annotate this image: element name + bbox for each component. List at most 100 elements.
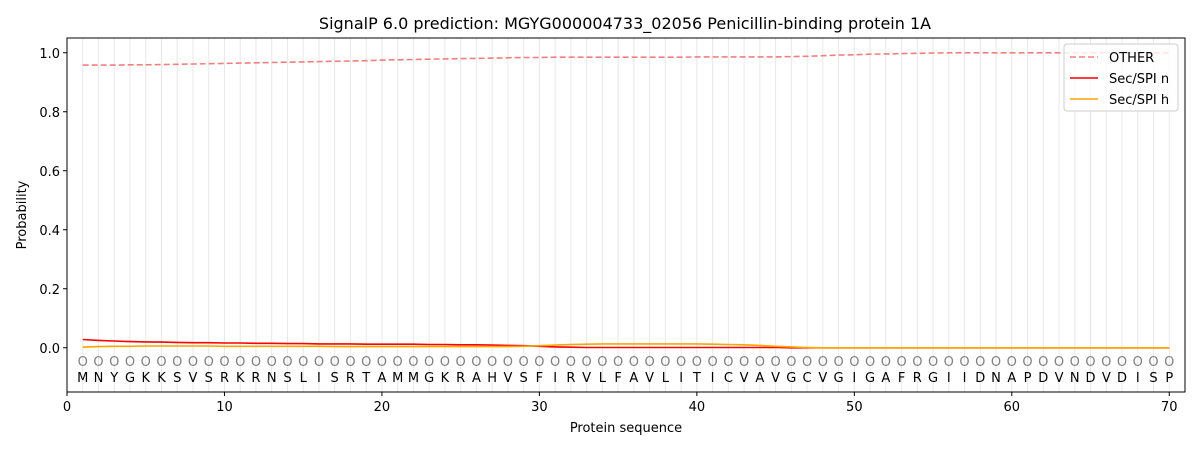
- x-tick-label: 20: [374, 400, 391, 415]
- residue-label: M: [392, 371, 403, 386]
- residue-label: V: [582, 371, 591, 386]
- residue-label: G: [928, 371, 938, 386]
- legend-label: Sec/SPI n: [1109, 72, 1169, 87]
- residue-label: A: [881, 371, 890, 386]
- residue-label: A: [1007, 371, 1016, 386]
- region-label: O: [1117, 355, 1127, 370]
- residue-label: I: [1136, 371, 1140, 386]
- residue-label: G: [125, 371, 135, 386]
- region-label: O: [314, 355, 324, 370]
- residue-label: G: [865, 371, 875, 386]
- residue-label: R: [346, 371, 355, 386]
- region-label: O: [235, 355, 245, 370]
- region-label: O: [833, 355, 843, 370]
- region-label: O: [282, 355, 292, 370]
- region-label: O: [723, 355, 733, 370]
- region-label: O: [1022, 355, 1032, 370]
- residue-label: R: [913, 371, 922, 386]
- residue-label: I: [963, 371, 967, 386]
- x-tick-label: 60: [1004, 400, 1021, 415]
- region-label: O: [928, 355, 938, 370]
- region-label: O: [125, 355, 135, 370]
- region-label: O: [944, 355, 954, 370]
- residue-label: M: [408, 371, 419, 386]
- residue-label: A: [755, 371, 764, 386]
- region-label: O: [786, 355, 796, 370]
- region-label: O: [267, 355, 277, 370]
- x-tick-label: 50: [846, 400, 863, 415]
- region-label: O: [707, 355, 717, 370]
- residue-label: G: [834, 371, 844, 386]
- x-tick-label: 30: [531, 400, 548, 415]
- region-label: O: [660, 355, 670, 370]
- residue-label: S: [520, 371, 528, 386]
- residue-label: L: [599, 371, 607, 386]
- region-label: O: [345, 355, 355, 370]
- residue-label: A: [629, 371, 638, 386]
- region-label: O: [597, 355, 607, 370]
- region-label: O: [188, 355, 198, 370]
- residue-label: F: [536, 371, 543, 386]
- residue-label: Y: [109, 371, 118, 386]
- legend-label: OTHER: [1109, 51, 1154, 66]
- residue-label: I: [852, 371, 856, 386]
- residue-label: V: [1102, 371, 1111, 386]
- region-label: O: [1070, 355, 1080, 370]
- region-label: O: [1054, 355, 1064, 370]
- residue-label: N: [1070, 371, 1080, 386]
- region-label: O: [818, 355, 828, 370]
- y-tick-label: 0.8: [39, 106, 60, 121]
- residue-label: D: [1038, 371, 1048, 386]
- residue-label: I: [711, 371, 715, 386]
- region-label: O: [755, 355, 765, 370]
- residue-label: C: [803, 371, 812, 386]
- region-label: O: [1007, 355, 1017, 370]
- residue-label: R: [220, 371, 229, 386]
- residue-label: L: [662, 371, 670, 386]
- residue-label: V: [645, 371, 654, 386]
- residue-label: C: [724, 371, 733, 386]
- region-label: O: [471, 355, 481, 370]
- residue-label: L: [300, 371, 308, 386]
- residue-label: V: [818, 371, 827, 386]
- residue-label: R: [251, 371, 260, 386]
- residue-label: N: [991, 371, 1001, 386]
- residue-label: S: [283, 371, 291, 386]
- plot-frame: [66, 37, 1186, 393]
- region-label: O: [849, 355, 859, 370]
- region-label: O: [739, 355, 749, 370]
- residue-label: P: [1165, 371, 1173, 386]
- residue-label: T: [692, 371, 701, 386]
- region-label: O: [487, 355, 497, 370]
- residue-label: V: [771, 371, 780, 386]
- x-axis-label: Protein sequence: [570, 421, 682, 436]
- legend-label: Sec/SPI h: [1109, 93, 1169, 108]
- region-label: O: [865, 355, 875, 370]
- x-tick-label: 40: [689, 400, 706, 415]
- region-label: O: [251, 355, 261, 370]
- region-label: O: [881, 355, 891, 370]
- region-label: O: [534, 355, 544, 370]
- region-label: O: [393, 355, 403, 370]
- y-tick-label: 0.4: [39, 224, 60, 239]
- region-label: O: [156, 355, 166, 370]
- residue-label: G: [786, 371, 796, 386]
- y-tick-label: 0.2: [39, 283, 60, 298]
- residue-label: K: [236, 371, 245, 386]
- region-label: O: [959, 355, 969, 370]
- region-label: O: [566, 355, 576, 370]
- region-label: O: [1148, 355, 1158, 370]
- series-line-other: [82, 51, 1170, 66]
- region-label: O: [78, 355, 88, 370]
- residue-label: K: [157, 371, 166, 386]
- residue-label: S: [331, 371, 339, 386]
- region-label: O: [93, 355, 103, 370]
- residue-label: D: [1086, 371, 1096, 386]
- residue-label: S: [1149, 371, 1157, 386]
- region-label: O: [1085, 355, 1095, 370]
- region-label: O: [298, 355, 308, 370]
- residue-label: I: [947, 371, 951, 386]
- residue-label: N: [94, 371, 104, 386]
- y-axis-label: Probability: [15, 180, 30, 249]
